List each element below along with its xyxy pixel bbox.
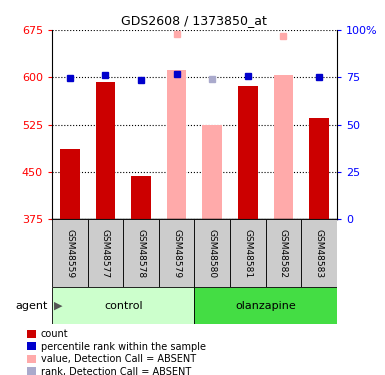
Bar: [123, 219, 159, 287]
Bar: [131, 177, 151, 219]
Bar: [266, 219, 301, 287]
Bar: [274, 75, 293, 219]
Bar: [159, 219, 194, 287]
Text: GSM48577: GSM48577: [101, 228, 110, 278]
Text: GSM48579: GSM48579: [172, 228, 181, 278]
Bar: [52, 219, 88, 287]
Legend: count, percentile rank within the sample, value, Detection Call = ABSENT, rank, : count, percentile rank within the sample…: [27, 329, 206, 375]
Text: agent: agent: [16, 301, 48, 310]
Bar: [230, 219, 266, 287]
Bar: [301, 219, 337, 287]
Text: ▶: ▶: [54, 301, 62, 310]
Text: GSM48559: GSM48559: [65, 228, 74, 278]
Bar: [60, 148, 80, 219]
Bar: [88, 219, 123, 287]
Text: GSM48582: GSM48582: [279, 229, 288, 278]
Bar: [194, 287, 337, 324]
Text: GSM48583: GSM48583: [315, 228, 323, 278]
Bar: [309, 118, 329, 219]
Text: olanzapine: olanzapine: [235, 301, 296, 310]
Bar: [167, 70, 186, 219]
Text: control: control: [104, 301, 142, 310]
Bar: [95, 82, 115, 219]
Bar: [203, 125, 222, 219]
Text: GSM48578: GSM48578: [137, 228, 146, 278]
Bar: [238, 86, 258, 219]
Bar: [52, 287, 194, 324]
Title: GDS2608 / 1373850_at: GDS2608 / 1373850_at: [122, 15, 267, 27]
Text: GSM48581: GSM48581: [243, 228, 252, 278]
Text: GSM48580: GSM48580: [208, 228, 217, 278]
Bar: [194, 219, 230, 287]
